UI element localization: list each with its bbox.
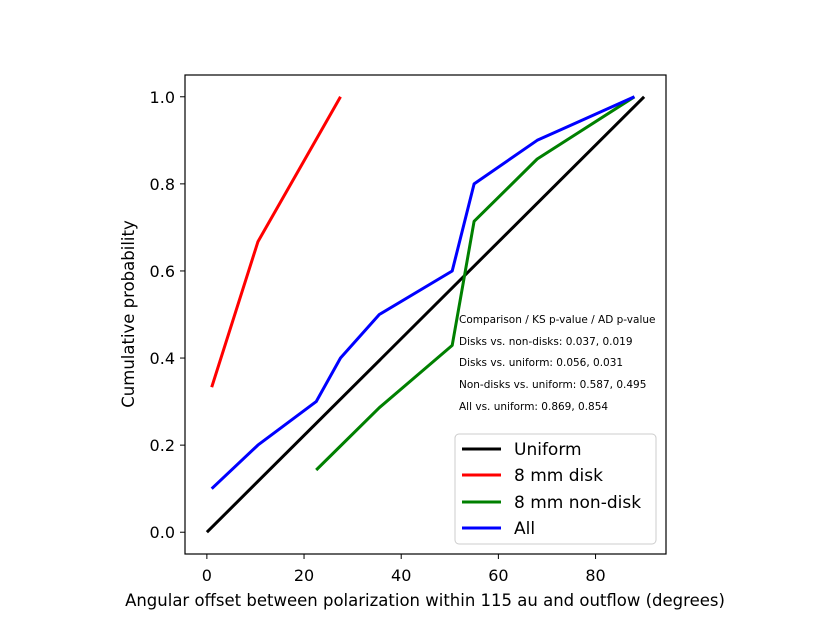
y-tick-label: 1.0: [150, 88, 175, 107]
y-tick-label: 0.8: [150, 175, 175, 194]
stats-annotation: Comparison / KS p-value / AD p-value Dis…: [459, 314, 656, 413]
series-line-8-mm-disk: [210, 96, 342, 388]
y-tick-label: 0.4: [150, 349, 175, 368]
plot-frame: [184, 74, 667, 555]
legend-label-8mm-nondisk: 8 mm non-disk: [514, 493, 641, 513]
series-line-all: [210, 95, 636, 490]
x-tick-label: 20: [294, 566, 314, 585]
legend-label-all: All: [514, 519, 535, 539]
legend-label-uniform: Uniform: [514, 440, 582, 460]
series-line-8-mm-non-disk: [315, 95, 636, 472]
y-axis-title: Cumulative probability: [119, 220, 138, 408]
annotation-disks-vs-uniform: Disks vs. uniform: 0.056, 0.031: [459, 357, 623, 369]
y-tick-label: 0.0: [150, 523, 175, 542]
x-tick-label: 80: [585, 566, 605, 585]
annotation-header: Comparison / KS p-value / AD p-value: [459, 314, 656, 326]
legend-label-8mm-disk: 8 mm disk: [514, 466, 603, 486]
tick-layer: 0 20 40 60 80 0.0 0.2 0.4 0.6 0.8 1.0: [150, 88, 606, 585]
series-layer: [205, 95, 646, 534]
x-tick-label: 40: [391, 566, 411, 585]
x-axis-title: Angular offset between polarization with…: [125, 591, 725, 610]
annotation-disks-vs-nondisks: Disks vs. non-disks: 0.037, 0.019: [459, 336, 633, 348]
legend-box: [454, 433, 657, 545]
legend: Uniform 8 mm disk 8 mm non-disk All: [454, 433, 657, 545]
annotation-all-vs-uniform: All vs. uniform: 0.869, 0.854: [459, 401, 608, 413]
y-tick-label: 0.2: [150, 436, 175, 455]
x-tick-label: 0: [202, 566, 212, 585]
annotation-nondisks-vs-uniform: Non-disks vs. uniform: 0.587, 0.495: [459, 379, 646, 391]
series-line-uniform: [205, 95, 646, 534]
x-tick-label: 60: [488, 566, 508, 585]
y-tick-label: 0.6: [150, 262, 175, 281]
